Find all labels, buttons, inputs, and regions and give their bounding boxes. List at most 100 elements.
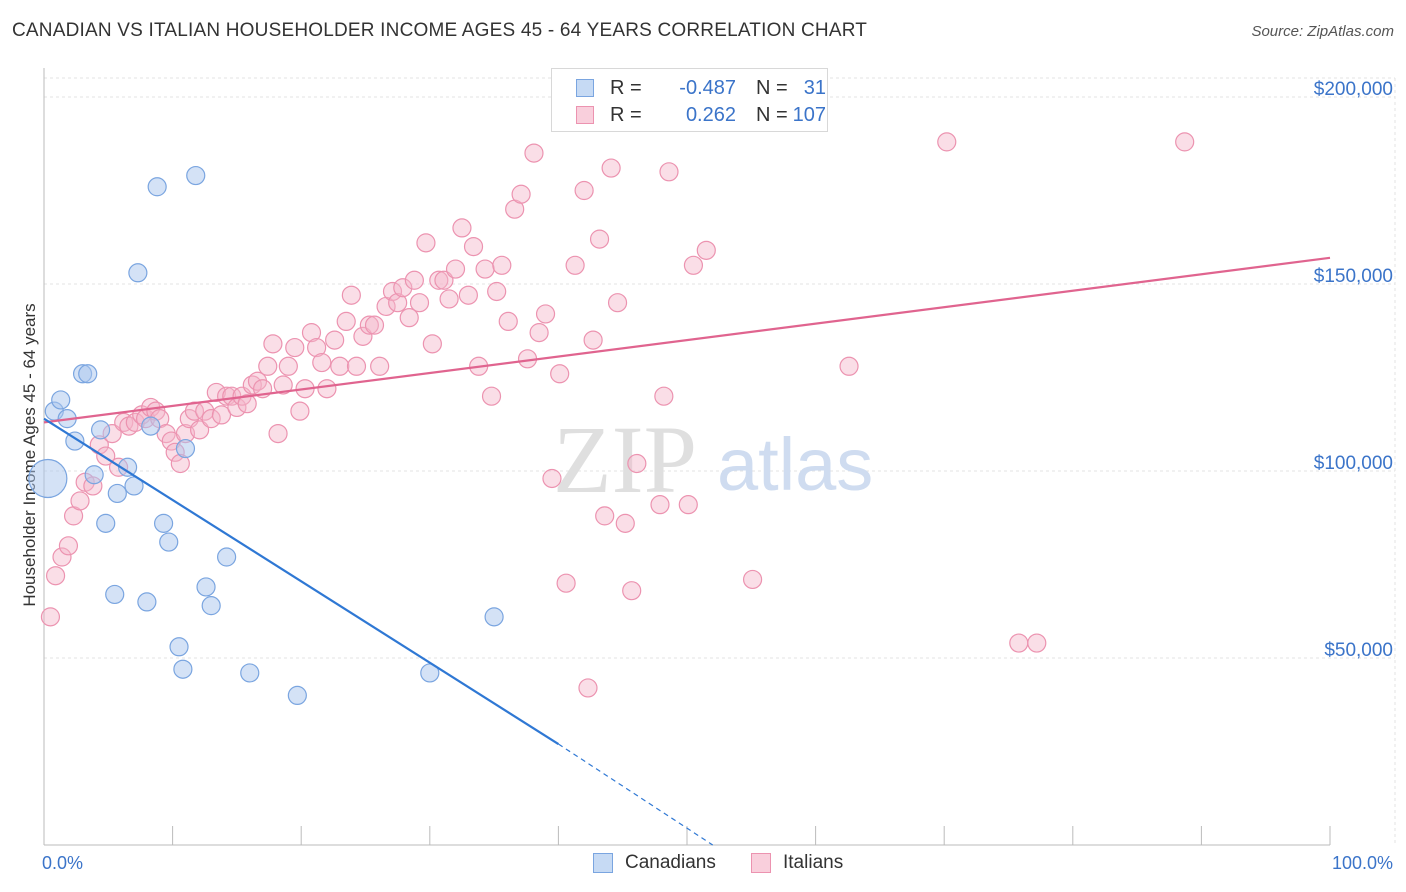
italian-point (190, 420, 210, 440)
canadian-point (141, 416, 161, 436)
italian-point (317, 379, 337, 399)
italian-point (58, 536, 79, 556)
italian-point (70, 491, 90, 511)
legend-label-canadians: Canadians (625, 852, 716, 873)
italian-trendline (43, 256, 1331, 424)
italian-point (364, 315, 385, 335)
legend-swatch-italians (576, 106, 594, 124)
canadian-point (201, 596, 221, 616)
canadian-point (175, 438, 196, 459)
italian-point (511, 184, 531, 204)
canadian-point (90, 420, 111, 440)
axes (43, 68, 1331, 846)
italian-point (654, 386, 674, 406)
italian-point (578, 678, 598, 698)
x-tick-label: 0.0% (42, 853, 83, 873)
italian-point (242, 375, 262, 395)
x-tick-labels: 0.0% 100.0% (42, 853, 1393, 873)
italian-point (263, 334, 283, 354)
italian-point (556, 573, 576, 593)
y-tick-label: $150,000 (1314, 266, 1393, 287)
italian-point (463, 237, 484, 257)
italian-point (307, 337, 327, 358)
canadian-point (196, 577, 216, 597)
legend-swatch-italians (751, 853, 771, 873)
canadian-point (287, 685, 307, 706)
canadian-point (137, 592, 157, 612)
italian-point (201, 409, 221, 429)
correlation-legend: R = -0.487 N = 31 R = 0.262 N = 107 (551, 68, 828, 132)
italian-point (607, 293, 628, 313)
canadian-point (159, 532, 179, 552)
italian-point (393, 278, 413, 298)
canadian-point (51, 390, 71, 410)
italian-point (301, 323, 322, 343)
italian-point (409, 293, 430, 313)
italian-point (659, 162, 679, 182)
italian-points (40, 132, 1195, 698)
italian-point (839, 356, 859, 376)
italian-point (498, 311, 518, 331)
italian-point (595, 506, 615, 526)
legend-n-value: 107 (792, 104, 826, 126)
italian-point (346, 356, 367, 376)
italian-point (341, 285, 361, 305)
italian-point (45, 566, 66, 586)
italian-point (285, 337, 305, 358)
italian-point (529, 323, 549, 343)
italian-point (565, 255, 585, 275)
legend-n-value: 31 (803, 77, 826, 99)
italian-point (382, 281, 403, 302)
italian-point (583, 330, 603, 350)
italian-point (404, 270, 424, 290)
canadian-point (78, 364, 98, 384)
legend-r-value: -0.487 (679, 77, 736, 99)
italian-point (650, 495, 670, 515)
italian-point (742, 569, 763, 590)
italian-point (422, 334, 442, 354)
canadian-point (117, 457, 138, 477)
y-tick-labels: $50,000 $100,000 $150,000 $200,000 (1314, 79, 1393, 661)
italian-point (937, 132, 957, 152)
italian-point (445, 259, 466, 279)
italian-point (336, 311, 356, 331)
italian-point (1027, 633, 1047, 653)
italian-point (258, 356, 278, 376)
canadian-point (186, 165, 206, 186)
italian-point (273, 375, 293, 395)
y-axis-label: Householder Income Ages 45 - 64 years (20, 303, 39, 606)
canadian-point (96, 513, 116, 533)
trendlines (43, 256, 1331, 846)
canadian-point (124, 476, 144, 496)
italian-point (429, 270, 449, 290)
italian-point (627, 453, 647, 474)
watermark: ZIP atlas (553, 406, 873, 513)
canadian-point-large (28, 458, 68, 499)
legend-n-label: N = (756, 77, 788, 99)
italian-point (550, 364, 570, 384)
canadian-point (128, 263, 148, 283)
canadian-point (217, 547, 237, 567)
italian-point (278, 356, 298, 376)
italian-point (370, 356, 390, 376)
italian-point (52, 547, 72, 567)
italian-point (524, 143, 544, 163)
italian-point (589, 229, 610, 249)
italian-point (237, 394, 257, 414)
canadian-point (147, 177, 167, 197)
legend-swatch-canadians (576, 79, 594, 97)
italian-point (439, 289, 459, 309)
x-tick-label: 100.0% (1332, 853, 1393, 873)
canadian-trendline (43, 417, 559, 745)
italian-point (452, 218, 472, 238)
italian-point (535, 304, 556, 324)
legend-swatch-canadians (593, 853, 613, 873)
italian-point (40, 607, 61, 627)
legend-r-label: R = (610, 77, 642, 99)
italian-point (211, 405, 232, 425)
italian-point (487, 281, 507, 302)
italian-point (312, 352, 332, 373)
canadian-point (240, 663, 260, 683)
canadian-point (484, 607, 504, 627)
italian-point (492, 255, 512, 275)
